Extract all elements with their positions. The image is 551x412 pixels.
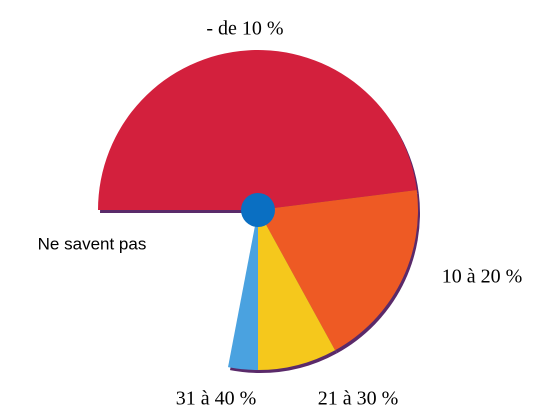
slice-label: 21 à 30 % xyxy=(318,388,399,410)
slice xyxy=(258,210,336,370)
slice-label: - de 10 % xyxy=(206,18,283,40)
slice-label: Ne savent pas xyxy=(38,234,147,253)
slice xyxy=(258,189,418,351)
slice xyxy=(98,49,417,210)
slice-label: 31 à 40 % xyxy=(176,388,257,410)
slice xyxy=(228,210,258,370)
center-dot xyxy=(241,193,275,227)
slice-label: 10 à 20 % xyxy=(442,266,523,288)
pie xyxy=(98,49,420,373)
